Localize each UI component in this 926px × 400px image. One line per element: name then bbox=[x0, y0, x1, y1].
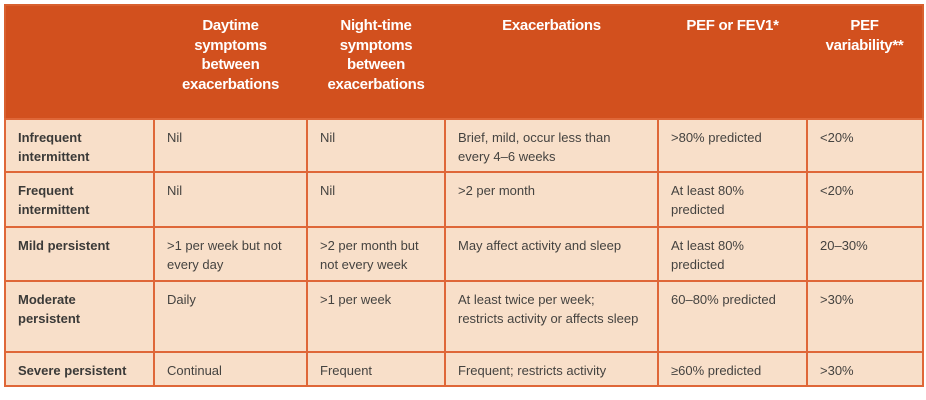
row-label: Infrequent intermittent bbox=[4, 118, 155, 173]
cell-pef-fev1: ≥60% predicted bbox=[657, 351, 808, 387]
cell-daytime-symptoms: >1 per week but not every day bbox=[153, 226, 308, 282]
cell-pef-variability: >30% bbox=[806, 351, 924, 387]
cell-pef-fev1: At least 80% predicted bbox=[657, 171, 808, 228]
row-moderate-persistent: Moderate persistent Daily >1 per week At… bbox=[4, 280, 924, 353]
header-nighttime-symptoms-label: Night-time symptoms between exacerbation… bbox=[327, 17, 425, 93]
row-frequent-intermittent: Frequent intermittent Nil Nil >2 per mon… bbox=[4, 171, 924, 228]
cell-nighttime-symptoms: Nil bbox=[306, 171, 446, 228]
cell-exacerbations: At least twice per week; restricts activ… bbox=[444, 280, 659, 353]
cell-exacerbations: Brief, mild, occur less than every 4–6 w… bbox=[444, 118, 659, 173]
cell-nighttime-symptoms: Frequent bbox=[306, 351, 446, 387]
header-exacerbations: Exacerbations bbox=[445, 5, 658, 119]
cell-daytime-symptoms: Continual bbox=[153, 351, 308, 387]
cell-pef-fev1: >80% predicted bbox=[657, 118, 808, 173]
cell-exacerbations: Frequent; restricts activity bbox=[444, 351, 659, 387]
cell-nighttime-symptoms: Nil bbox=[306, 118, 446, 173]
header-nighttime-symptoms: Night-time symptoms between exacerbation… bbox=[307, 5, 445, 119]
header-corner bbox=[5, 5, 154, 119]
row-label: Mild persistent bbox=[4, 226, 155, 282]
header-pef-variability: PEF variability** bbox=[807, 5, 923, 119]
row-mild-persistent: Mild persistent >1 per week but not ever… bbox=[4, 226, 924, 282]
asthma-severity-table: Daytime symptoms between exacerbations N… bbox=[4, 4, 924, 387]
cell-daytime-symptoms: Nil bbox=[153, 171, 308, 228]
cell-nighttime-symptoms: >1 per week bbox=[306, 280, 446, 353]
cell-daytime-symptoms: Nil bbox=[153, 118, 308, 173]
header-row: Daytime symptoms between exacerbations N… bbox=[5, 5, 923, 119]
cell-exacerbations: >2 per month bbox=[444, 171, 659, 228]
cell-daytime-symptoms: Daily bbox=[153, 280, 308, 353]
row-severe-persistent: Severe persistent Continual Frequent Fre… bbox=[4, 351, 924, 387]
row-infrequent-intermittent: Infrequent intermittent Nil Nil Brief, m… bbox=[4, 118, 924, 173]
cell-pef-variability: 20–30% bbox=[806, 226, 924, 282]
cell-nighttime-symptoms: >2 per month but not every week bbox=[306, 226, 446, 282]
cell-pef-variability: <20% bbox=[806, 118, 924, 173]
header-pef-fev1: PEF or FEV1* bbox=[658, 5, 807, 119]
header-pef-variability-label: PEF variability** bbox=[825, 17, 904, 54]
cell-pef-fev1: 60–80% predicted bbox=[657, 280, 808, 353]
row-label: Moderate persistent bbox=[4, 280, 155, 353]
cell-pef-variability: >30% bbox=[806, 280, 924, 353]
row-label: Severe persistent bbox=[4, 351, 155, 387]
header-daytime-symptoms: Daytime symptoms between exacerbations bbox=[154, 5, 307, 119]
cell-exacerbations: May affect activity and sleep bbox=[444, 226, 659, 282]
cell-pef-fev1: At least 80% predicted bbox=[657, 226, 808, 282]
cell-pef-variability: <20% bbox=[806, 171, 924, 228]
header-daytime-symptoms-label: Daytime symptoms between exacerbations bbox=[182, 17, 279, 93]
row-label: Frequent intermittent bbox=[4, 171, 155, 228]
